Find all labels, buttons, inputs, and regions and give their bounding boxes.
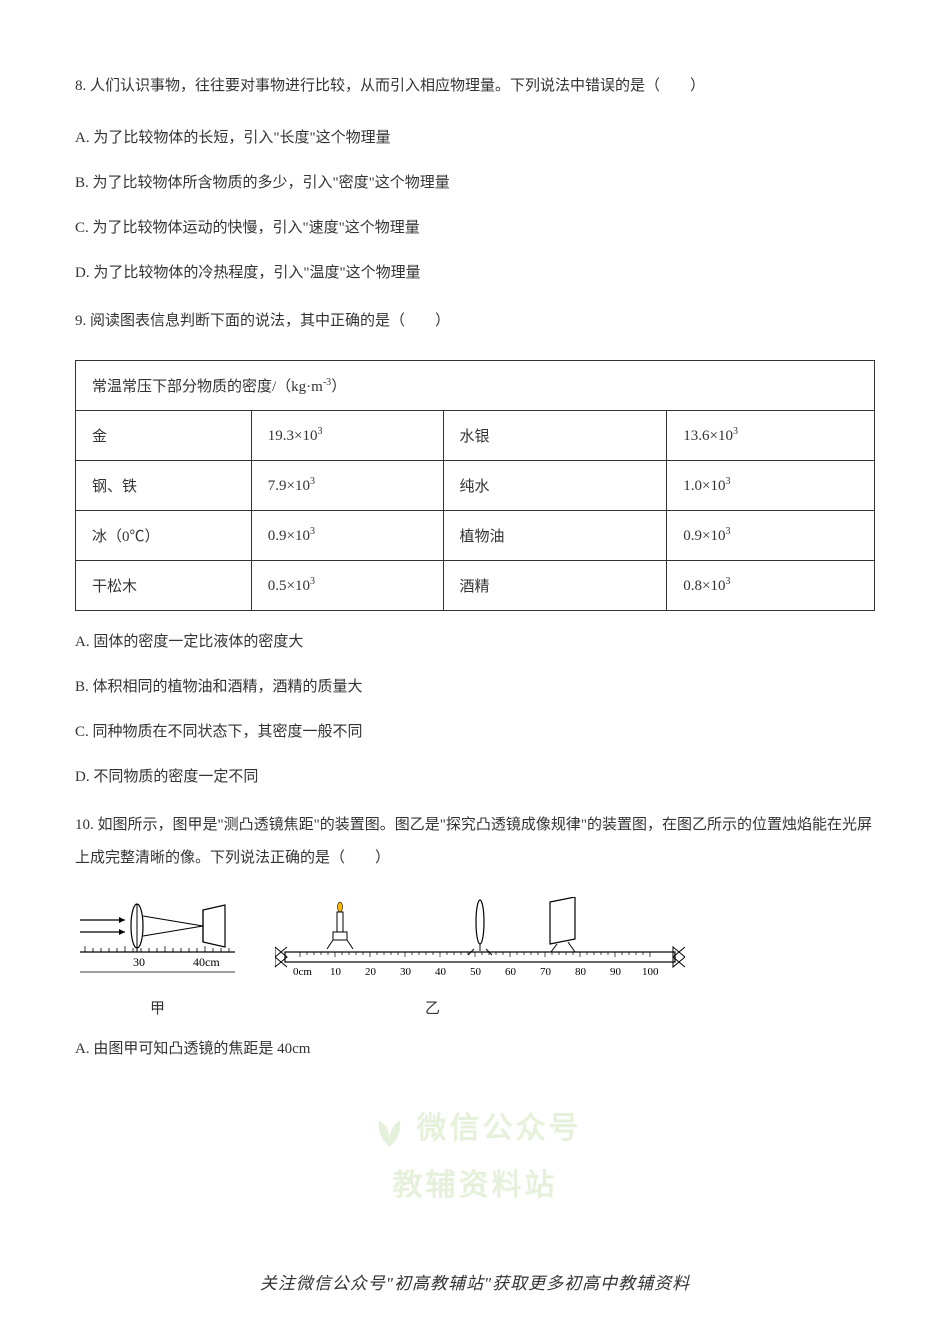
- q8-option-a: A. 为了比较物体的长短，引入"长度"这个物理量: [75, 125, 875, 152]
- q8-option-c: C. 为了比较物体运动的快慢，引入"速度"这个物理量: [75, 215, 875, 242]
- q9-option-b: B. 体积相同的植物油和酒精，酒精的质量大: [75, 674, 875, 701]
- q9-option-a: A. 固体的密度一定比液体的密度大: [75, 629, 875, 656]
- svg-text:50: 50: [470, 966, 482, 978]
- q10-option-a: A. 由图甲可知凸透镜的焦距是 40cm: [75, 1036, 875, 1063]
- q10-diagrams: 30 40cm: [75, 897, 875, 987]
- lens-icon: [468, 900, 492, 955]
- table-header: 常温常压下部分物质的密度/（kg·m-3）: [76, 361, 875, 411]
- svg-text:20: 20: [365, 966, 377, 978]
- q10-stem: 10. 如图所示，图甲是"测凸透镜焦距"的装置图。图乙是"探究凸透镜成像规律"的…: [75, 809, 875, 875]
- cell-density: 13.6×103: [667, 411, 875, 461]
- svg-text:40: 40: [435, 966, 447, 978]
- q8-stem: 8. 人们认识事物，往往要对事物进行比较，从而引入相应物理量。下列说法中错误的是…: [75, 70, 875, 103]
- svg-text:80: 80: [575, 966, 587, 978]
- table-header-sup: -3: [323, 377, 331, 388]
- watermark-text-2: 教辅资料站: [369, 1160, 582, 1204]
- density-table: 常温常压下部分物质的密度/（kg·m-3） 金 19.3×103 水银 13.6…: [75, 360, 875, 611]
- svg-text:10: 10: [330, 966, 342, 978]
- table-row: 冰（0℃） 0.9×103 植物油 0.9×103: [76, 511, 875, 561]
- cell-material: 纯水: [443, 461, 667, 511]
- cell-density: 0.9×103: [251, 511, 443, 561]
- svg-text:0cm: 0cm: [293, 966, 312, 978]
- cell-density: 19.3×103: [251, 411, 443, 461]
- table-header-close: ）: [331, 379, 346, 395]
- cell-density: 0.9×103: [667, 511, 875, 561]
- table-row: 钢、铁 7.9×103 纯水 1.0×103: [76, 461, 875, 511]
- q9-option-c: C. 同种物质在不同状态下，其密度一般不同: [75, 719, 875, 746]
- svg-text:100: 100: [642, 966, 659, 978]
- table-row: 金 19.3×103 水银 13.6×103: [76, 411, 875, 461]
- watermark: 微信公众号 教辅资料站: [369, 1103, 582, 1204]
- svg-text:40cm: 40cm: [193, 955, 220, 969]
- screen-icon: [550, 897, 575, 952]
- q9-stem: 9. 阅读图表信息判断下面的说法，其中正确的是（ ）: [75, 305, 875, 338]
- cell-material: 冰（0℃）: [76, 511, 252, 561]
- label-yi: 乙: [425, 997, 440, 1018]
- table-header-text: 常温常压下部分物质的密度/（kg·m: [92, 379, 323, 395]
- cell-material: 水银: [443, 411, 667, 461]
- q8-option-b: B. 为了比较物体所含物质的多少，引入"密度"这个物理量: [75, 170, 875, 197]
- svg-text:30: 30: [400, 966, 412, 978]
- svg-text:70: 70: [540, 966, 552, 978]
- cell-material: 植物油: [443, 511, 667, 561]
- svg-text:60: 60: [505, 966, 517, 978]
- table-row: 干松木 0.5×103 酒精 0.8×103: [76, 561, 875, 611]
- q8-option-d: D. 为了比较物体的冷热程度，引入"温度"这个物理量: [75, 260, 875, 287]
- leaf-icon: [369, 1110, 411, 1152]
- cell-material: 金: [76, 411, 252, 461]
- cell-density: 0.8×103: [667, 561, 875, 611]
- watermark-text-1: 微信公众号: [417, 1112, 582, 1145]
- svg-text:30: 30: [133, 955, 145, 969]
- candle-icon: [327, 902, 353, 949]
- cell-density: 7.9×103: [251, 461, 443, 511]
- footer-text: 关注微信公众号"初高教辅站"获取更多初高中教辅资料: [0, 1269, 950, 1294]
- diagram-jia: 30 40cm: [75, 902, 245, 987]
- cell-material: 干松木: [76, 561, 252, 611]
- cell-density: 1.0×103: [667, 461, 875, 511]
- cell-material: 钢、铁: [76, 461, 252, 511]
- diagram-labels: 甲 乙: [150, 997, 875, 1018]
- svg-text:90: 90: [610, 966, 622, 978]
- q9-option-d: D. 不同物质的密度一定不同: [75, 764, 875, 791]
- diagram-yi: 0cm 10 20 30 40 50 60 70 80 90 100: [275, 897, 685, 987]
- cell-material: 酒精: [443, 561, 667, 611]
- cell-density: 0.5×103: [251, 561, 443, 611]
- label-jia: 甲: [150, 997, 165, 1018]
